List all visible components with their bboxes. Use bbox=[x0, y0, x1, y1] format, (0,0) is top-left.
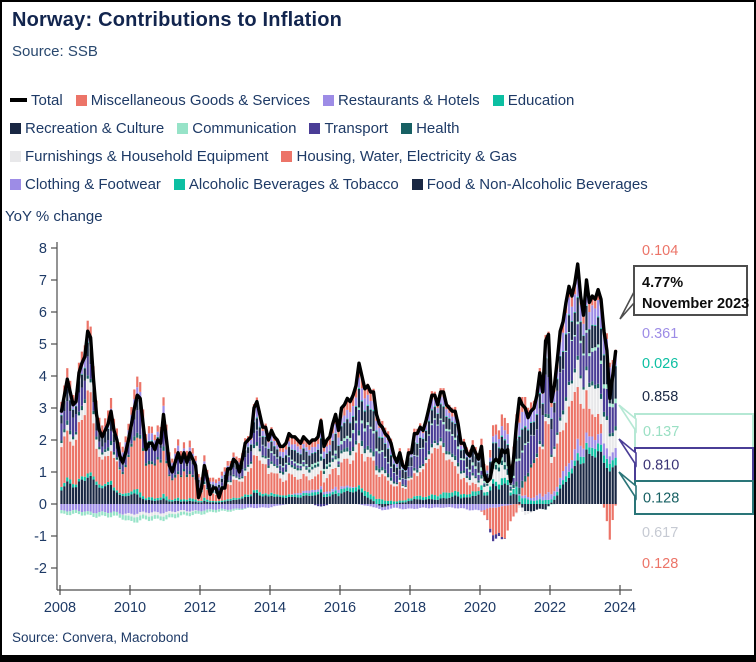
annotations-layer: 0.104 0.361 0.026 0.858 0.617 0.128 0.137 0.810… bbox=[618, 243, 754, 572]
legend-item-label: Total bbox=[31, 91, 63, 109]
x-tick-label: 2018 bbox=[394, 600, 426, 616]
legend-item: Health bbox=[401, 120, 459, 137]
contribution-callout-box bbox=[634, 480, 754, 515]
latest-value-text: 4.77% bbox=[642, 275, 683, 291]
legend-item-label: Housing, Water, Electricity & Gas bbox=[296, 147, 517, 165]
contribution-callout-box bbox=[634, 447, 754, 482]
page-title: Norway: Contributions to Inflation bbox=[12, 9, 343, 31]
legend-item: Miscellaneous Goods & Services bbox=[75, 91, 310, 109]
contribution-value-label: 0.617 bbox=[642, 525, 678, 541]
legend-item: Recreation & Culture bbox=[10, 120, 164, 137]
total-line bbox=[59, 262, 618, 500]
data-source-label: Source: SSB bbox=[12, 43, 98, 60]
y-tick-label: 2 bbox=[39, 433, 47, 449]
legend-item: Communication bbox=[177, 120, 296, 137]
legend-row: Clothing & Footwear Alcoholic Beverages &… bbox=[10, 170, 752, 198]
x-tick-label: 2024 bbox=[604, 600, 636, 616]
y-tick-label: 5 bbox=[39, 337, 47, 353]
legend-swatch-icon bbox=[309, 122, 321, 134]
contribution-value-label: 0.128 bbox=[642, 556, 678, 572]
legend-swatch-icon bbox=[401, 122, 413, 134]
x-tick-label: 2016 bbox=[324, 600, 356, 616]
legend-swatch-icon bbox=[177, 122, 189, 134]
total-line-layer bbox=[59, 262, 618, 500]
x-tick-label: 2020 bbox=[464, 600, 496, 616]
legend-row: Total Miscellaneous Goods & Services Resta… bbox=[10, 86, 752, 114]
y-tick-label: -1 bbox=[34, 529, 47, 545]
legend-item-label: Miscellaneous Goods & Services bbox=[90, 91, 310, 109]
y-tick-label: 3 bbox=[39, 401, 47, 417]
contribution-value-label: 0.128 bbox=[643, 491, 679, 507]
total-line-swatch-icon bbox=[10, 98, 27, 102]
contribution-value-label: 0.137 bbox=[643, 424, 679, 440]
legend-swatch-icon bbox=[492, 94, 504, 106]
legend-item: Alcoholic Beverages & Tobacco bbox=[173, 175, 399, 193]
axes: 8 7 6 5 4 3 2 1 0 -1 -2 2008 2010 2012 2014 2016 2018 202… bbox=[34, 241, 636, 616]
callout-pointer-icon bbox=[618, 404, 637, 434]
latest-value-callout-box bbox=[633, 265, 748, 316]
legend: Total Miscellaneous Goods & Services Resta… bbox=[10, 86, 752, 198]
latest-date-text: November 2023 bbox=[642, 296, 749, 312]
y-tick-label: 4 bbox=[39, 369, 47, 385]
y-tick-label: 8 bbox=[39, 241, 47, 257]
callout-pointer-icon bbox=[618, 438, 637, 468]
legend-swatch-icon bbox=[75, 94, 87, 106]
legend-item: Total bbox=[10, 92, 63, 109]
contribution-value-label: 0.026 bbox=[642, 356, 678, 372]
x-tick-label: 2012 bbox=[184, 600, 216, 616]
legend-item: Restaurants & Hotels bbox=[322, 91, 480, 109]
legend-item-label: Alcoholic Beverages & Tobacco bbox=[188, 175, 399, 193]
legend-swatch-icon bbox=[281, 150, 293, 162]
legend-item: Housing, Water, Electricity & Gas bbox=[281, 147, 517, 165]
legend-item-label: Clothing & Footwear bbox=[25, 175, 161, 193]
legend-item-label: Food & Non-Alcoholic Beverages bbox=[426, 175, 648, 193]
contribution-value-label: 0.810 bbox=[643, 458, 679, 474]
y-tick-label: 0 bbox=[39, 497, 47, 513]
x-tick-label: 2022 bbox=[534, 600, 566, 616]
legend-item-label: Restaurants & Hotels bbox=[337, 91, 480, 109]
stacked-bars-layer bbox=[60, 264, 617, 542]
footer-source: Source: Convera, Macrobond bbox=[12, 630, 189, 645]
legend-item-label: Recreation & Culture bbox=[25, 119, 165, 137]
contribution-value-label: 0.104 bbox=[642, 243, 678, 259]
legend-item: Education bbox=[492, 91, 575, 109]
legend-item-label: Education bbox=[507, 91, 575, 109]
x-tick-label: 2008 bbox=[44, 600, 76, 616]
legend-swatch-icon bbox=[10, 150, 21, 162]
contribution-value-label: 0.858 bbox=[642, 389, 678, 405]
legend-item-label: Transport bbox=[324, 119, 389, 137]
callout-pointer-icon bbox=[618, 471, 637, 501]
legend-swatch-icon bbox=[10, 178, 21, 190]
legend-item-label: Communication bbox=[192, 119, 297, 137]
legend-swatch-icon bbox=[10, 122, 21, 134]
legend-swatch-icon bbox=[322, 94, 334, 106]
contribution-value-label: 0.361 bbox=[642, 326, 678, 342]
y-axis-label: YoY % change bbox=[5, 208, 103, 225]
contribution-callout-box bbox=[634, 413, 754, 449]
legend-item: Furnishings & Household Equipment bbox=[10, 148, 268, 165]
legend-item: Food & Non-Alcoholic Beverages bbox=[411, 175, 648, 193]
callout-pointer-icon bbox=[619, 291, 635, 320]
legend-item-label: Furnishings & Household Equipment bbox=[25, 147, 269, 165]
legend-item-label: Health bbox=[416, 119, 460, 137]
legend-row: Recreation & Culture Communication Transpo… bbox=[10, 114, 752, 142]
legend-row: Furnishings & Household Equipment Housing… bbox=[10, 142, 752, 170]
x-tick-label: 2010 bbox=[114, 600, 146, 616]
legend-swatch-icon bbox=[411, 178, 423, 190]
y-tick-label: 6 bbox=[39, 305, 47, 321]
legend-item: Transport bbox=[309, 120, 388, 137]
y-tick-label: 1 bbox=[39, 465, 47, 481]
legend-item: Clothing & Footwear bbox=[10, 176, 161, 193]
legend-swatch-icon bbox=[173, 178, 185, 190]
y-tick-label: 7 bbox=[39, 273, 47, 289]
y-tick-label: -2 bbox=[34, 561, 47, 577]
x-tick-label: 2014 bbox=[254, 600, 286, 616]
